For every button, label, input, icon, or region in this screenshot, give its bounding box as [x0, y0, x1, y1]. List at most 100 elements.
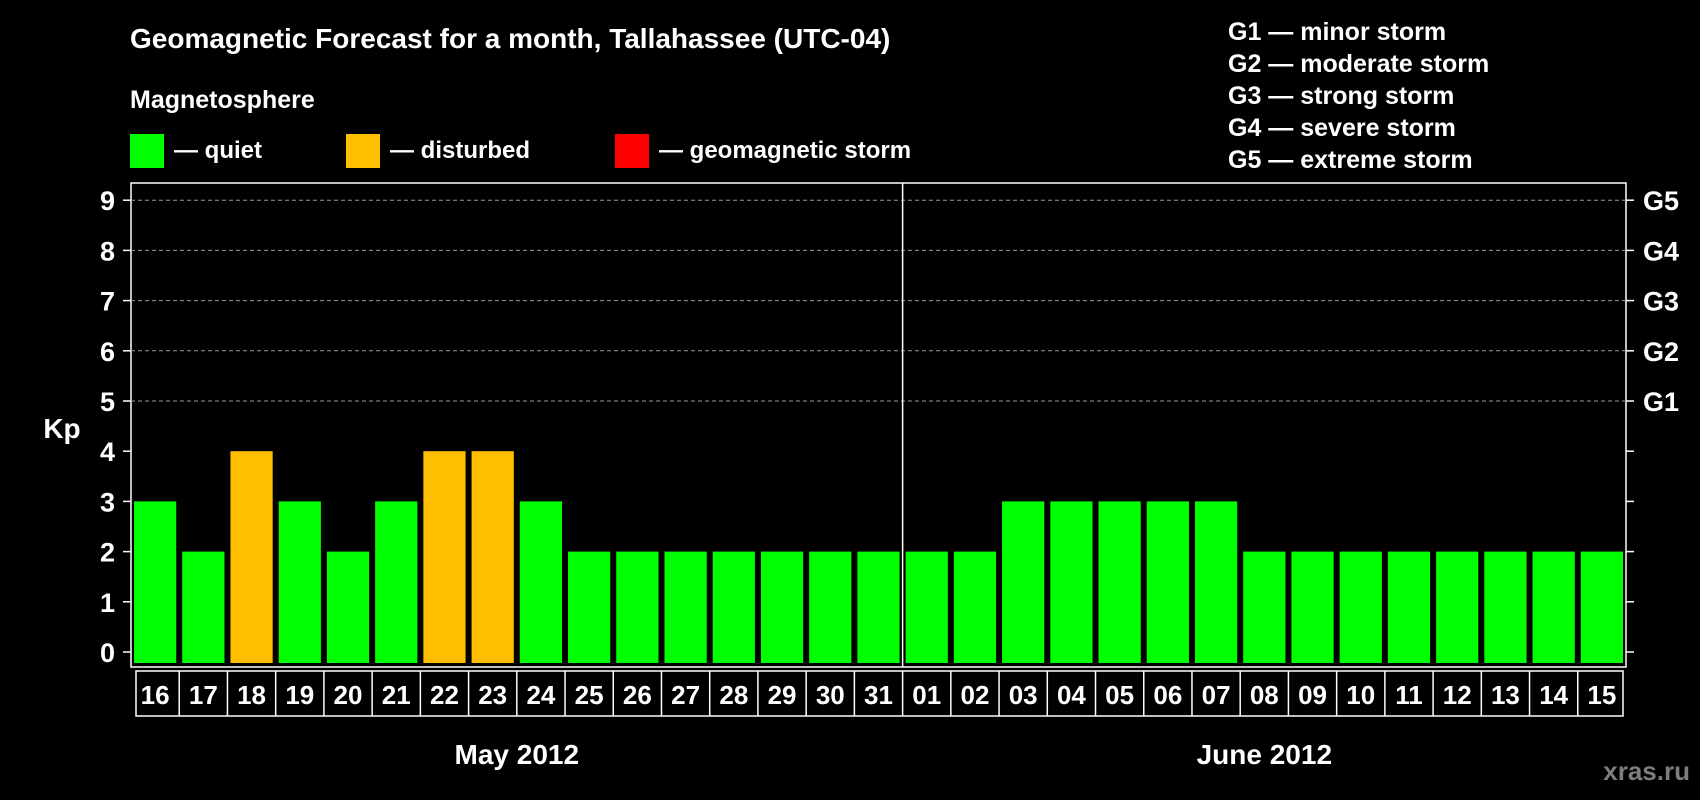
bar	[1291, 551, 1334, 663]
x-tick-label: 07	[1202, 680, 1231, 710]
legend-disturbed: — disturbed	[346, 134, 530, 168]
x-tick-label: 26	[623, 680, 652, 710]
x-tick-label: 13	[1491, 680, 1520, 710]
x-tick-label: 14	[1539, 680, 1568, 710]
bar	[1484, 551, 1527, 663]
x-tick-label: 09	[1298, 680, 1327, 710]
x-tick-label: 08	[1250, 680, 1279, 710]
y-tick-label: 1	[100, 588, 115, 618]
storm-scale-g4: G4 — severe storm	[1228, 114, 1456, 142]
legend-storm-label: — geomagnetic storm	[659, 137, 912, 164]
storm-scale-g1: G1 — minor storm	[1228, 18, 1447, 46]
storm-scale-g2: G2 — moderate storm	[1228, 50, 1490, 78]
legend-quiet: — quiet	[130, 134, 262, 168]
x-tick-label: 22	[430, 680, 459, 710]
right-axis-label: G4	[1643, 236, 1679, 266]
bar	[278, 501, 321, 663]
x-tick-label: 12	[1443, 680, 1472, 710]
x-tick-label: 05	[1105, 680, 1134, 710]
bar	[857, 551, 900, 663]
bar	[1436, 551, 1479, 663]
bar	[1194, 501, 1238, 663]
bar	[568, 551, 611, 663]
x-tick-label: 16	[141, 680, 170, 710]
x-tick-label: 02	[960, 680, 989, 710]
bar	[326, 551, 370, 663]
legend-disturbed-label: — disturbed	[390, 137, 531, 164]
bar	[809, 551, 852, 663]
right-axis-label: G2	[1643, 337, 1679, 367]
legend-storm-swatch	[615, 134, 649, 168]
site-credit[interactable]: xras.ru	[1603, 756, 1690, 786]
month-label: June 2012	[1197, 739, 1332, 770]
bar	[423, 451, 466, 663]
bar	[1146, 501, 1189, 663]
bar	[1050, 501, 1093, 663]
x-tick-label: 23	[478, 680, 507, 710]
storm-scale-g3: G3 — strong storm	[1228, 82, 1455, 110]
month-label: May 2012	[455, 739, 580, 770]
legend-disturbed-swatch	[346, 134, 380, 168]
y-tick-label: 4	[100, 437, 115, 467]
y-tick-label: 6	[100, 337, 115, 367]
legend-storm: — geomagnetic storm	[615, 134, 911, 168]
storm-scale-legend: G1 — minor storm G2 — moderate storm G3 …	[1228, 16, 1489, 176]
y-tick-label: 8	[100, 236, 115, 266]
x-tick-label: 10	[1346, 680, 1375, 710]
plot-frame	[130, 182, 1627, 668]
x-tick-label: 28	[719, 680, 748, 710]
x-tick-label: 15	[1587, 680, 1616, 710]
bar	[953, 551, 997, 663]
y-tick-label: 5	[100, 387, 115, 417]
x-tick-label: 29	[768, 680, 797, 710]
bar	[1002, 501, 1045, 663]
bar	[760, 551, 804, 663]
date-row-frame	[135, 670, 1624, 717]
bar	[134, 501, 177, 663]
x-tick-label: 18	[237, 680, 266, 710]
x-tick-label: 25	[575, 680, 604, 710]
x-tick-label: 21	[382, 680, 411, 710]
chart-title: Geomagnetic Forecast for a month, Tallah…	[130, 23, 891, 54]
bar	[1580, 551, 1623, 663]
y-tick-label: 0	[100, 638, 115, 668]
bar	[712, 551, 755, 663]
bar	[230, 451, 273, 663]
x-tick-label: 06	[1153, 680, 1182, 710]
bar	[1098, 501, 1141, 663]
bar	[1339, 551, 1382, 663]
x-tick-label: 04	[1057, 680, 1086, 710]
x-tick-label: 20	[334, 680, 363, 710]
y-tick-label: 2	[100, 538, 115, 568]
x-tick-label: 31	[864, 680, 893, 710]
y-tick-label: 3	[100, 487, 115, 517]
x-tick-label: 17	[189, 680, 218, 710]
legend-quiet-swatch	[130, 134, 164, 168]
x-tick-label: 24	[526, 680, 555, 710]
x-tick-label: 01	[912, 680, 941, 710]
storm-scale-g5: G5 — extreme storm	[1228, 146, 1473, 174]
bar	[905, 551, 948, 663]
bar	[616, 551, 659, 663]
legend-quiet-label: — quiet	[174, 137, 262, 164]
right-axis-label: G5	[1643, 186, 1679, 216]
x-tick-label: 03	[1009, 680, 1038, 710]
bar	[1243, 551, 1286, 663]
bar	[1532, 551, 1575, 663]
chart-subtitle: Magnetosphere	[130, 86, 315, 114]
bar	[375, 501, 418, 663]
x-tick-label: 27	[671, 680, 700, 710]
right-axis-label: G3	[1643, 287, 1679, 317]
bar	[471, 451, 514, 663]
x-tick-label: 30	[816, 680, 845, 710]
x-tick-label: 19	[285, 680, 314, 710]
bar	[182, 551, 225, 663]
y-tick-label: 7	[100, 287, 115, 317]
bar	[664, 551, 707, 663]
bar	[1387, 551, 1431, 663]
right-axis-label: G1	[1643, 387, 1679, 417]
x-tick-label: 11	[1395, 680, 1423, 710]
y-axis-label: Kp	[43, 413, 80, 444]
bar	[519, 501, 563, 663]
